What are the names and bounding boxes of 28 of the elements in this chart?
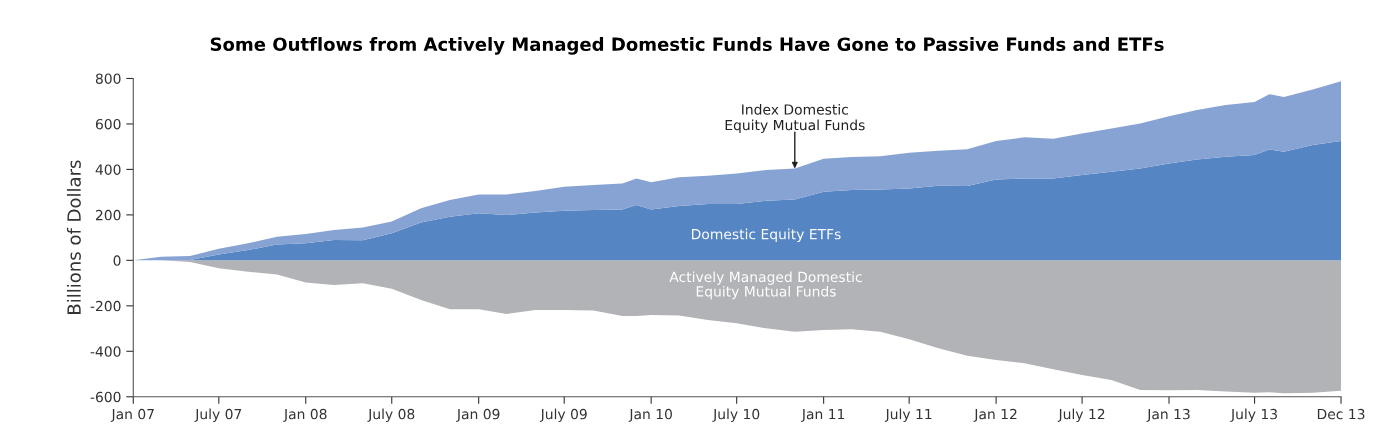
series-label: Domestic Equity ETFs (692, 228, 841, 243)
y-tick-label: -400 (90, 346, 121, 357)
x-tick-label: Jan 10 (628, 408, 672, 422)
y-tick-label: 0 (113, 255, 121, 266)
chart-title: Some Outflows from Actively Managed Domestic Funds Have Gone to Passive Funds and ETFs (210, 37, 1164, 55)
y-tick-label: 200 (95, 209, 121, 221)
x-tick-label: July 07 (194, 408, 242, 423)
x-tick-label: Jan 07 (110, 408, 154, 422)
y-tick-label: 400 (95, 164, 121, 175)
x-tick-label: July 13 (1230, 408, 1277, 423)
y-tick-label: -200 (90, 300, 121, 312)
x-tick-label: Dec 13 (1317, 408, 1365, 420)
y-tick-label: 600 (95, 118, 121, 130)
x-tick-label: Jan 09 (456, 408, 500, 422)
y-tick-label: 800 (95, 73, 121, 84)
x-tick-label: Jan 08 (283, 408, 327, 422)
y-tick-label: -600 (90, 391, 121, 403)
x-tick-label: July 09 (539, 408, 587, 423)
x-tick-label: July 12 (1057, 408, 1105, 423)
x-tick-label: Jan 13 (1146, 408, 1190, 422)
x-tick-label: July 11 (884, 408, 932, 423)
x-tick-label: Jan 12 (973, 408, 1017, 422)
y-axis-title: Billions of Dollars (66, 160, 81, 314)
series-label: Actively Managed Domestic Equity Mutual Funds (669, 271, 862, 300)
x-tick-label: July 08 (367, 408, 415, 423)
series-label: Index Domestic Equity Mutual Funds (725, 104, 865, 133)
x-tick-label: Jan 11 (801, 408, 845, 422)
x-tick-label: July 10 (712, 408, 760, 423)
